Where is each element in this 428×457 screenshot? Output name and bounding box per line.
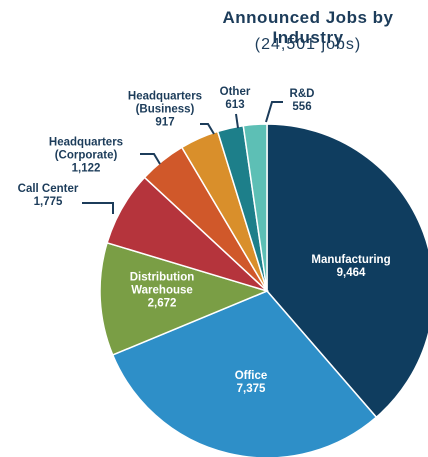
pie-slice (99, 241, 270, 356)
category-label: Headquarters (Corporate) (48, 136, 124, 162)
slice-label: Call Center 1,775 (3, 183, 93, 209)
slice-label: Distribution Warehouse 2,672 (117, 272, 207, 311)
value-label: 7,375 (236, 383, 266, 395)
pie-slice (111, 290, 378, 457)
value-label: 917 (155, 116, 175, 129)
category-label: Headquarters (Business) (127, 90, 203, 116)
value-label: 9,464 (336, 267, 366, 279)
value-label: 1,122 (71, 162, 101, 175)
slice-label: Other 613 (210, 86, 260, 112)
slice-label: R&D 556 (277, 88, 327, 114)
pie-slice (242, 123, 268, 292)
leader-line (82, 202, 114, 214)
leader-line (265, 101, 283, 123)
leader-line (140, 153, 161, 165)
chart-subtitle: (24,501 jobs) (254, 36, 362, 53)
leader-line (235, 113, 239, 129)
category-label: R&D (289, 88, 315, 100)
category-label: Distribution Warehouse (129, 271, 195, 297)
category-label: Manufacturing (311, 254, 391, 266)
category-label: Call Center (17, 183, 79, 195)
slice-label: Headquarters (Corporate) 1,122 (41, 137, 131, 176)
slice-label: Headquarters (Business) 917 (120, 91, 210, 130)
value-label: 556 (292, 101, 312, 113)
slice-label: Manufacturing 9,464 (291, 254, 411, 280)
category-label: Other (219, 86, 251, 98)
slice-label: Office 7,375 (201, 370, 301, 396)
value-label: 613 (225, 99, 245, 111)
category-label: Office (234, 370, 268, 382)
pie-slice (266, 123, 428, 419)
chart-title: Announced Jobs by Industry (222, 8, 394, 47)
value-label: 1,775 (33, 196, 63, 208)
leader-line (200, 123, 215, 135)
value-label: 2,672 (147, 297, 177, 310)
